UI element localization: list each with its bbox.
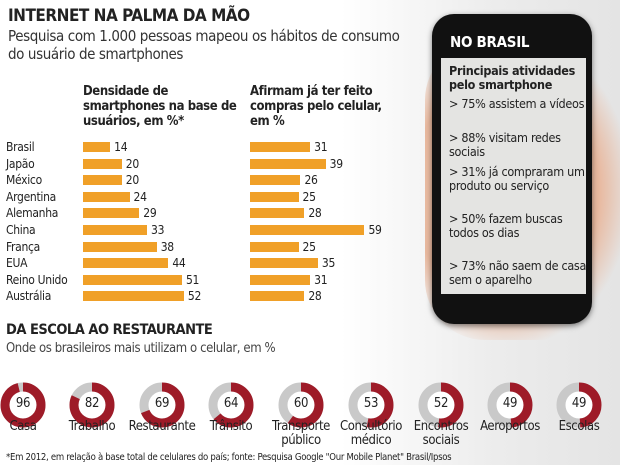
country-label: França [6,239,40,254]
bar [83,291,184,302]
donut-label: sociais [422,433,460,448]
donut-segment [208,382,254,428]
activity-item: > 50% fazem buscas todos os dias [449,211,563,240]
bar [83,241,157,252]
donut-label: médico [350,433,392,448]
donut-label: Consultório [339,419,403,434]
bar-value-label: 20 [125,156,139,171]
donut-segment [69,382,115,428]
donut-segment [418,382,464,428]
bar-value-label: 35 [321,256,336,271]
donut-value: 69 [154,396,170,411]
donut-value: 52 [433,396,449,411]
bar-value-label: 28 [308,206,322,221]
bar [83,225,148,235]
donut-label: Casa [9,419,37,434]
bar [250,208,305,219]
bar [250,191,299,202]
activity-item: > 75% assistem a vídeos [449,96,585,111]
bar-value-label: 44 [172,256,186,271]
bar [83,208,140,219]
bar [83,175,122,186]
section-subtitle: Onde os brasileiros mais utilizam o celu… [6,341,276,356]
bar-value-label: 29 [143,206,157,221]
donut-label: público [281,433,321,448]
bar-value-label: 39 [329,156,343,171]
bar [250,175,301,186]
donut-charts [0,382,602,428]
activity-item: > 31% já compraram um produto ou serviço [449,164,585,193]
donut-segment [348,382,394,428]
footnote: *Em 2012, em relação à base total de cel… [6,452,452,463]
bar-value-label: 31 [314,272,328,287]
bar [83,191,130,202]
infographic-subtitle: Pesquisa com 1.000 pessoas mapeou os háb… [8,27,400,63]
donut-label: Trabalho [68,419,116,434]
donut-segment [0,382,46,428]
donut-label: Aeroportos [480,419,540,434]
country-label: EUA [6,256,28,271]
donut-value: 49 [502,396,518,411]
bar-value-label: 52 [187,289,202,304]
country-label: Austrália [6,289,52,304]
bar-value-label: 25 [302,239,316,254]
section-title: DA ESCOLA AO RESTAURANTE [6,322,213,338]
bar [250,225,365,235]
bar [83,258,169,269]
country-label: China [6,223,36,237]
bar-value-label: 26 [304,173,318,188]
donut-value: 60 [293,396,309,411]
bar-value-label: 59 [368,223,382,237]
donut-value: 64 [223,396,239,411]
bar-value-label: 28 [308,289,322,304]
bar [250,258,318,269]
donut-value: 53 [363,396,379,411]
activity-item: > 88% visitam redes sociais [449,130,561,159]
bar [250,241,299,252]
bar [250,291,305,302]
donut-label: Escolas [558,419,600,434]
infographic-title: INTERNET NA PALMA DA MÃO [8,6,250,26]
country-label: Alemanha [6,206,59,221]
bar [83,142,111,152]
country-label: Japão [6,156,35,171]
bar [250,274,311,285]
bar-value-label: 20 [125,173,139,188]
donut-segment [556,382,602,428]
phone-title: NO BRASIL [450,33,530,51]
bar-value-label: 51 [185,272,200,287]
donut-segment [278,382,324,428]
phone-screen [441,58,586,294]
bar-value-label: 14 [114,140,128,154]
bar [250,142,311,152]
donut-segment [139,382,185,428]
donut-label: Transporte [272,419,330,434]
donut-label: Encontros [413,419,469,434]
phone-heading: Principais atividades pelo smartphone [449,63,575,92]
purchase-chart-title: Afirmam já ter feito compras pelo celula… [250,84,382,129]
country-label: Argentina [6,189,56,204]
donut-label: Restaurante [128,419,196,434]
density-chart-title: Densidade de smartphones na base de usuá… [83,84,237,129]
bar-value-label: 33 [151,223,165,237]
bar [83,158,122,169]
activity-item: > 73% não saem de casa sem o aparelho [449,258,587,287]
country-label: Brasil [6,140,35,154]
donut-value: 96 [15,396,31,411]
donut-segment [487,382,533,428]
bar [83,274,182,285]
donut-value: 82 [84,396,100,411]
bar-value-label: 31 [314,140,328,154]
country-label: Reino Unido [6,272,68,287]
donut-value: 49 [571,396,587,411]
bar-value-label: 38 [160,239,174,254]
country-label: México [6,173,42,188]
bar-value-label: 25 [302,189,316,204]
bar [250,158,326,169]
donut-label: Trânsito [209,419,253,434]
bar-value-label: 24 [133,189,147,204]
